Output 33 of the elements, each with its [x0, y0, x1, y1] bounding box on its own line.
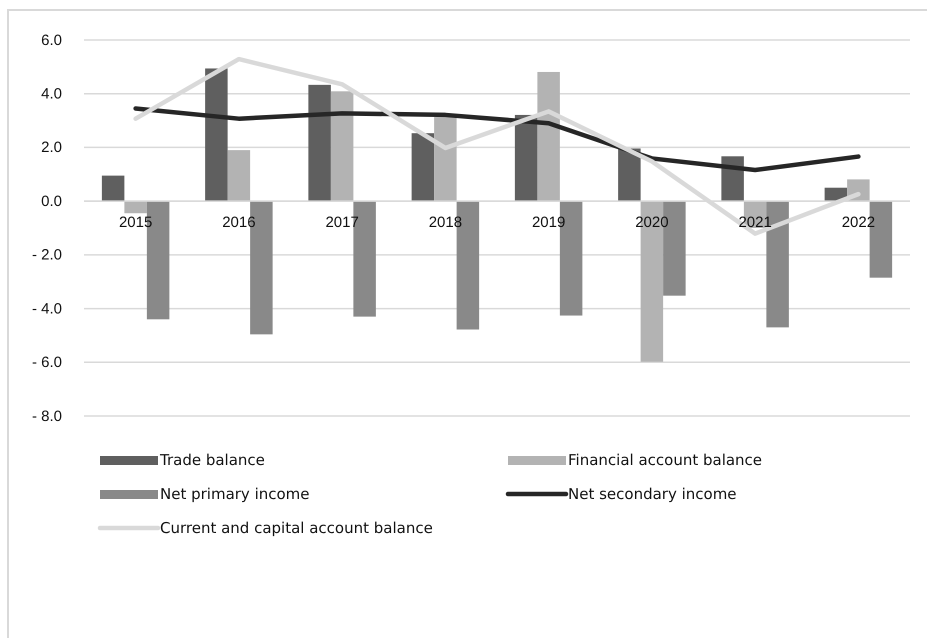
line-series — [133, 106, 861, 172]
bar — [330, 91, 354, 202]
y-tick-label: - 4.0 — [32, 300, 62, 318]
y-tick-label: - 8.0 — [32, 408, 62, 425]
bar — [412, 133, 434, 202]
bar — [537, 72, 560, 202]
legend-label: Financial account balance — [568, 451, 762, 469]
y-tick-label: 4.0 — [41, 86, 62, 103]
legend-label: Current and capital account balance — [160, 519, 433, 537]
x-tick-label: 2016 — [222, 214, 256, 231]
y-tick-label: 0.0 — [41, 192, 62, 210]
bar — [434, 117, 457, 202]
y-tick-label: - 2.0 — [32, 246, 62, 264]
y-tick-label: 2.0 — [41, 139, 62, 156]
y-tick-label: - 6.0 — [32, 354, 62, 372]
bar — [124, 201, 147, 214]
y-tick-label: 6.0 — [41, 32, 62, 49]
bar — [102, 176, 124, 202]
x-tick-label: 2020 — [635, 214, 669, 231]
legend-label: Net secondary income — [568, 485, 737, 503]
x-tick-label: 2022 — [842, 214, 876, 231]
bar — [308, 84, 331, 202]
x-tick-label: 2017 — [325, 214, 359, 231]
x-tick-label: 2021 — [738, 214, 772, 231]
x-tick-label: 2018 — [428, 214, 462, 231]
legend-label: Trade balance — [159, 451, 265, 469]
bar — [618, 148, 641, 202]
bar — [205, 68, 228, 202]
x-tick-label: 2019 — [532, 214, 566, 231]
legend-label: Net primary income — [160, 485, 310, 503]
bar — [514, 114, 538, 202]
bar — [228, 150, 250, 202]
x-tick-label: 2015 — [118, 214, 152, 231]
